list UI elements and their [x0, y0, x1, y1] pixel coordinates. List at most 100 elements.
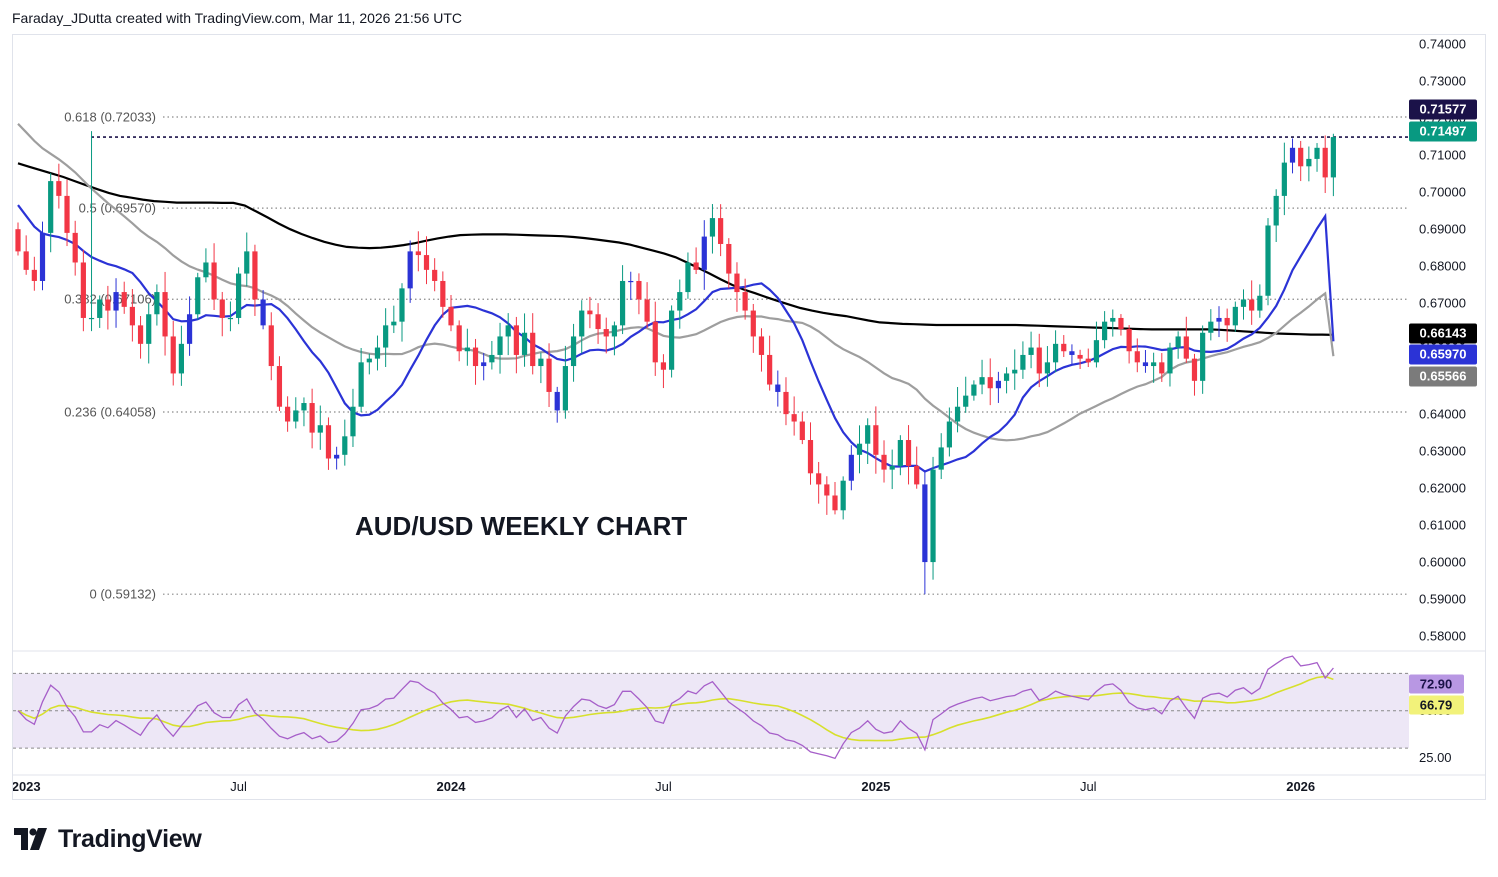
candle-body: [244, 251, 250, 274]
candle-body: [1216, 317, 1222, 322]
candle-body: [767, 354, 773, 385]
candle-body: [1265, 225, 1271, 296]
candle-body: [865, 425, 871, 444]
candle-body: [113, 292, 119, 311]
candle-body: [1289, 147, 1296, 163]
candle-body: [211, 262, 217, 300]
time-axis-label: Jul: [1080, 779, 1097, 794]
candle-body: [734, 273, 740, 293]
candle-body: [1012, 369, 1018, 374]
candle-body: [562, 366, 568, 411]
candle-body: [1077, 354, 1083, 359]
price-tick-label: 0.58000: [1419, 629, 1466, 644]
candle-body: [538, 358, 544, 367]
candle-body: [701, 236, 707, 270]
price-tick-label: 0.68000: [1419, 259, 1466, 274]
candle-body: [178, 343, 184, 374]
candle-body: [726, 243, 732, 274]
candle-body: [309, 403, 315, 433]
candle-body: [505, 325, 511, 337]
candle-body: [1330, 137, 1336, 178]
candle-body: [709, 218, 716, 237]
price-tick-label: 0.62000: [1419, 481, 1466, 496]
candle-body: [1314, 147, 1320, 159]
candle-body: [219, 299, 225, 318]
candle-body: [472, 347, 479, 367]
candle-body: [1200, 332, 1206, 381]
candle-body: [423, 255, 430, 270]
price-tick-label: 0.59000: [1419, 592, 1466, 607]
candle-body: [268, 325, 274, 367]
candle-body: [783, 391, 789, 415]
candle-body: [227, 317, 234, 320]
price-axis: 0.740000.730000.720000.710000.700000.690…: [1419, 37, 1466, 765]
fib-level-label: 0 (0.59132): [90, 587, 157, 602]
candle-body: [799, 421, 805, 441]
price-tag: [1409, 99, 1477, 120]
candle-body: [873, 425, 879, 455]
brand-logo[interactable]: TradingView: [14, 824, 202, 854]
chart-panel[interactable]: 0.618 (0.72033) 0.5 (0.69570) 0.382 (0.671…: [12, 34, 1486, 800]
price-tick-label: 0.69000: [1419, 222, 1466, 237]
rsi-ma-line: [17, 675, 1334, 742]
time-axis-label: 2023: [13, 779, 41, 794]
candle-body: [31, 269, 37, 281]
candle-body: [358, 362, 364, 407]
candle-body: [930, 469, 936, 563]
candle-body: [1061, 343, 1067, 352]
candle-body: [652, 321, 658, 363]
candle-body: [807, 440, 814, 474]
candle-body: [154, 292, 160, 315]
candle-body: [195, 277, 201, 315]
candle-body: [1036, 347, 1042, 374]
candle-body: [521, 332, 528, 355]
fib-level-label: 0.382 (0.67106): [64, 292, 156, 307]
candle-body: [48, 181, 54, 233]
candle-body: [1281, 162, 1287, 196]
candle-body: [979, 377, 985, 385]
candle-body: [987, 377, 993, 389]
candle-body: [636, 280, 642, 300]
tradingview-logo-icon: [14, 828, 47, 850]
candle-body: [252, 251, 258, 300]
candle-body: [791, 414, 797, 422]
candle-body: [23, 251, 29, 270]
candle-body: [448, 306, 454, 326]
candle-body: [995, 380, 1001, 389]
chart-canvas[interactable]: 0.618 (0.72033) 0.5 (0.69570) 0.382 (0.671…: [13, 35, 1485, 799]
rsi-line: [17, 655, 1334, 760]
candle-body: [1020, 354, 1026, 370]
brand-name: TradingView: [58, 824, 202, 853]
candle-body: [121, 292, 127, 307]
candle-body: [1191, 358, 1198, 381]
candle-body: [1306, 158, 1312, 167]
candle-body: [1102, 321, 1108, 341]
price-tag-label: 0.65970: [1420, 347, 1467, 362]
price-tag-label: 0.66143: [1420, 326, 1467, 341]
candle-body: [905, 440, 912, 466]
candle-body: [1249, 299, 1255, 311]
candle-body: [72, 232, 78, 263]
candle-body: [1208, 321, 1214, 333]
candle-body: [456, 325, 462, 352]
candle-body: [546, 358, 552, 392]
candle-body: [39, 232, 46, 281]
candle-body: [1052, 343, 1059, 363]
candle-body: [1085, 358, 1091, 363]
candle-body: [1322, 147, 1328, 178]
candle-body: [1118, 317, 1124, 330]
candle-body: [530, 332, 536, 367]
candle-body: [97, 299, 103, 318]
candle-body: [1240, 299, 1247, 307]
candle-body: [235, 273, 242, 318]
candle-body: [80, 262, 86, 318]
candle-body: [440, 280, 446, 307]
candle-body: [922, 484, 928, 563]
candle-body: [832, 495, 838, 511]
time-axis: 2023 Jul 2024 Jul 2025 Jul 2026: [13, 779, 1315, 794]
price-tag-label: 0.71577: [1420, 102, 1467, 117]
candle-body: [938, 447, 944, 470]
candle-body: [1044, 362, 1051, 374]
candle-body: [301, 403, 307, 411]
candle-body: [1126, 329, 1132, 352]
